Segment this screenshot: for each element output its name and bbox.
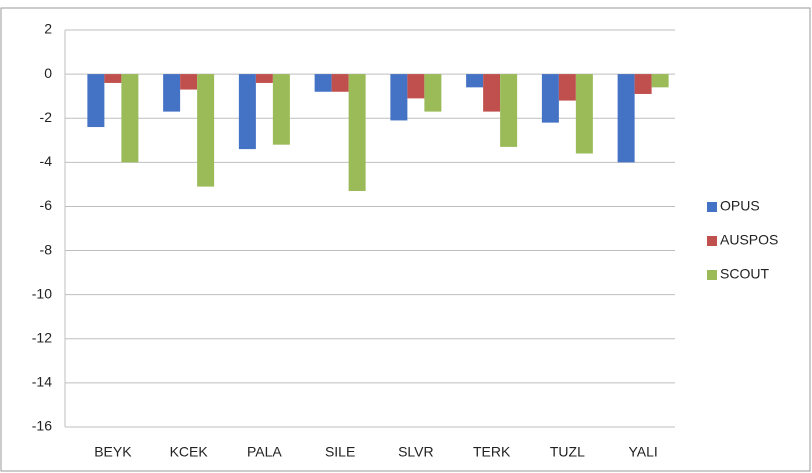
bar xyxy=(238,74,256,150)
x-tick-label: YALI xyxy=(628,444,657,460)
bar xyxy=(407,74,425,99)
legend-swatch xyxy=(707,270,717,280)
y-tick-label: 2 xyxy=(44,21,52,37)
y-tick-label: -14 xyxy=(32,374,52,390)
y-tick-label: -2 xyxy=(40,109,53,125)
y-tick-label: -10 xyxy=(32,285,52,301)
x-tick-label: SILE xyxy=(325,444,355,460)
bar xyxy=(617,74,635,163)
x-tick-label: TERK xyxy=(473,444,511,460)
x-tick-label: KCEK xyxy=(170,444,209,460)
legend-swatch xyxy=(707,202,717,212)
bar xyxy=(197,74,215,187)
bar xyxy=(390,74,408,121)
x-tick-label: TUZL xyxy=(550,444,585,460)
bar xyxy=(104,74,122,83)
bar xyxy=(634,74,652,94)
bar xyxy=(163,74,181,112)
bar xyxy=(651,74,669,88)
bar xyxy=(87,74,105,128)
bar xyxy=(424,74,442,112)
bar xyxy=(483,74,501,112)
x-tick-label: SLVR xyxy=(398,444,434,460)
bar xyxy=(331,74,349,92)
y-tick-label: -12 xyxy=(32,329,52,345)
bar xyxy=(348,74,366,192)
bar xyxy=(558,74,576,101)
bar xyxy=(466,74,484,88)
bar xyxy=(121,74,139,163)
legend-label: SCOUT xyxy=(720,266,769,282)
bar xyxy=(255,74,273,83)
bar xyxy=(541,74,559,123)
y-tick-label: -8 xyxy=(40,241,53,257)
legend-swatch xyxy=(707,236,717,246)
bar xyxy=(314,74,332,92)
bar xyxy=(272,74,290,145)
bar xyxy=(180,74,198,90)
legend-label: OPUS xyxy=(720,198,760,214)
y-tick-label: -4 xyxy=(40,153,53,169)
x-tick-label: PALA xyxy=(247,444,282,460)
x-tick-label: BEYK xyxy=(94,444,132,460)
y-tick-label: -16 xyxy=(32,418,52,434)
bar xyxy=(500,74,518,147)
legend-label: AUSPOS xyxy=(720,232,778,248)
y-tick-label: 0 xyxy=(44,65,52,81)
bar xyxy=(575,74,593,154)
y-tick-label: -6 xyxy=(40,197,53,213)
